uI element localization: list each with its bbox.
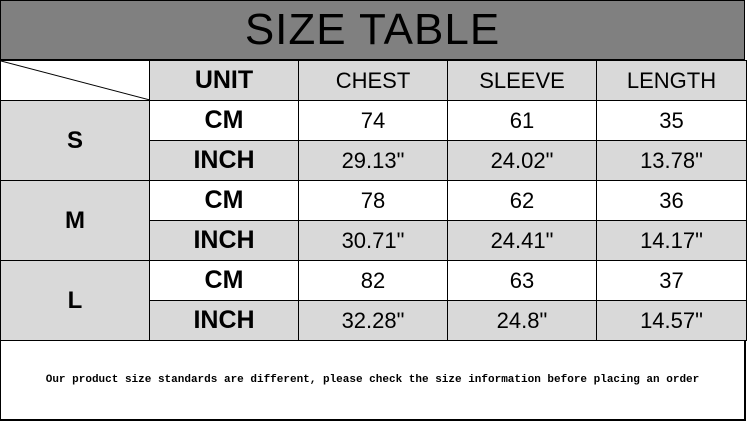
sleeve-cell: 24.41" (447, 220, 597, 261)
sleeve-cell: 24.8" (447, 300, 597, 341)
table-row: M CM 78 62 36 (0, 180, 747, 261)
header-chest: CHEST (298, 60, 448, 101)
size-table: UNIT CHEST SLEEVE LENGTH S CM 74 61 35 INCH 29… (0, 60, 747, 341)
unit-cell: INCH (149, 140, 299, 181)
footer-note: Our product size standards are different… (0, 340, 746, 421)
chest-cell: 32.28" (298, 300, 448, 341)
unit-cell: INCH (149, 220, 299, 261)
chest-cell: 74 (298, 100, 448, 141)
length-cell: 35 (596, 100, 747, 141)
table-row: INCH 29.13" 24.02" 13.78" (1, 140, 747, 181)
page-title: SIZE TABLE (0, 0, 745, 60)
header-unit: UNIT (149, 60, 299, 101)
header-sleeve: SLEEVE (447, 60, 597, 101)
unit-cell: CM (149, 260, 299, 301)
unit-cell: INCH (149, 300, 299, 341)
length-cell: 14.57" (596, 300, 747, 341)
chest-cell: 30.71" (298, 220, 448, 261)
length-cell: 36 (596, 180, 747, 221)
length-cell: 14.17" (596, 220, 747, 261)
header-length: LENGTH (596, 60, 747, 101)
size-label: S (0, 100, 150, 181)
length-cell: 37 (596, 260, 747, 301)
chest-cell: 29.13" (298, 140, 448, 181)
sleeve-cell: 61 (447, 100, 597, 141)
chest-cell: 78 (298, 180, 448, 221)
sleeve-cell: 63 (447, 260, 597, 301)
table-row: INCH 30.71" 24.41" 14.17" (1, 220, 747, 261)
table-row: L CM 82 63 37 (0, 260, 747, 341)
table-row: INCH 32.28" 24.8" 14.57" (1, 300, 747, 341)
unit-cell: CM (149, 100, 299, 141)
unit-cell: CM (149, 180, 299, 221)
size-label: L (0, 260, 150, 341)
sleeve-cell: 62 (447, 180, 597, 221)
diagonal-line (1, 61, 150, 100)
sleeve-cell: 24.02" (447, 140, 597, 181)
header-row: UNIT CHEST SLEEVE LENGTH (0, 60, 747, 101)
table-row: S CM 74 61 35 (0, 100, 747, 181)
chest-cell: 82 (298, 260, 448, 301)
diagonal-corner-cell (0, 60, 150, 101)
length-cell: 13.78" (596, 140, 747, 181)
size-label: M (0, 180, 150, 261)
